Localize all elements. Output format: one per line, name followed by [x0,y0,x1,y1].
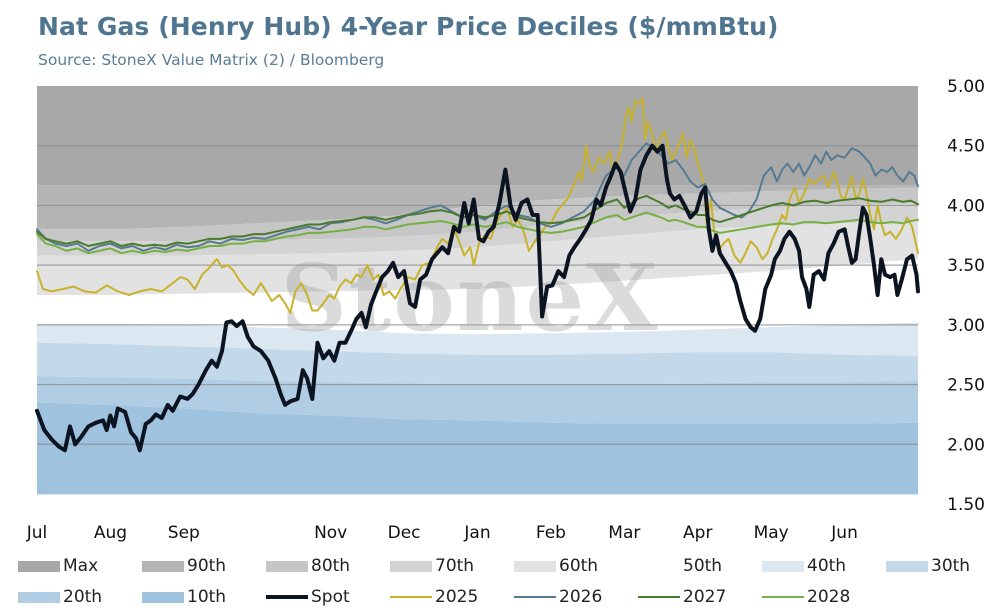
y-tick-label: 2.00 [947,435,985,455]
legend-swatch-40th [762,561,804,572]
legend-swatch-50th [638,561,680,572]
legend-label: 80th [311,556,351,576]
legend-row-2: 20th 10th Spot 2025 2026 2027 2028 [0,586,997,608]
legend-swatch-20th [18,592,60,603]
x-tick-label-may: May [754,523,789,543]
chart-subtitle: Source: StoneX Value Matrix (2) / Bloomb… [38,51,385,69]
x-tick-label-dec: Dec [388,523,421,543]
y-tick-label: 4.00 [947,196,985,216]
legend-label: 2027 [683,587,727,607]
legend-label: 70th [435,556,475,576]
legend-swatch-10th [142,592,184,603]
band-90th [37,185,918,230]
series-2025-line [36,96,919,314]
band-30th [37,342,918,385]
series-2026-line [36,142,919,252]
x-tick-label-sep: Sep [168,523,200,543]
x-tick-label-nov: Nov [314,523,347,543]
legend-swatch-70th [390,561,432,572]
legend-label: 2025 [435,587,479,607]
gridlines [37,145,918,445]
chart-plot: StoneX 5.004.504.003.503.002.502.001.50 … [26,77,985,543]
legend-swatch-60th [514,561,556,572]
x-axis-ticks: Jul Aug Sep Nov Dec Jan Feb Mar Apr May Jun [26,523,858,543]
legend-label: 60th [559,556,599,576]
legend-swatch-90th [142,561,184,572]
x-tick-label-feb: Feb [536,523,566,543]
band-20th [37,376,918,424]
y-tick-label: 3.00 [947,316,985,336]
x-tick-label-mar: Mar [608,523,640,543]
y-tick-label: 5.00 [947,77,985,97]
legend-label: 2026 [559,587,603,607]
legend-label: 2028 [807,587,851,607]
y-tick-label: 4.50 [947,137,985,157]
band-10th [37,402,918,495]
legend-swatch-2026 [514,596,556,598]
legend-swatch-30th [886,561,928,572]
legend-label: 10th [187,587,227,607]
series-spot-line [35,143,920,453]
x-tick-label-aug: Aug [94,523,127,543]
x-tick-label-jun: Jun [830,523,858,543]
legend-label: 40th [807,556,847,576]
y-tick-label: 3.50 [947,256,985,276]
legend-swatch-2027 [638,596,680,598]
x-tick-label-jan: Jan [463,523,490,543]
legend-row-1: Max 90th 80th 70th 60th 50th 40th 30th [0,555,997,577]
y-tick-label: 1.50 [947,495,985,515]
chart-title: Nat Gas (Henry Hub) 4-Year Price Deciles… [38,12,779,41]
legend-swatch-2028 [762,596,804,598]
legend-swatch-80th [266,561,308,572]
price-series [35,96,920,453]
x-tick-label-apr: Apr [683,523,712,543]
legend-label: Spot [311,587,350,607]
legend-label: 90th [187,556,227,576]
x-tick-label-jul: Jul [26,523,48,543]
band-max [37,86,918,186]
decile-bands [37,86,918,495]
band-60th [37,221,918,295]
legend-label: 50th [683,556,723,576]
y-tick-label: 2.50 [947,376,985,396]
band-50th [37,259,918,335]
legend-swatch-spot [266,595,308,599]
legend-swatch-2025 [390,596,432,598]
series-2028-line [36,211,919,255]
band-70th [37,203,918,256]
legend-label: Max [63,556,99,576]
legend-label: 20th [63,587,103,607]
legend-label: 30th [931,556,971,576]
watermark-text: StoneX [280,244,659,352]
y-axis-ticks: 5.00 4.50 4.00 3.50 3.00 2.50 2.00 1.50 [947,77,985,515]
legend-swatch-max [18,561,60,572]
